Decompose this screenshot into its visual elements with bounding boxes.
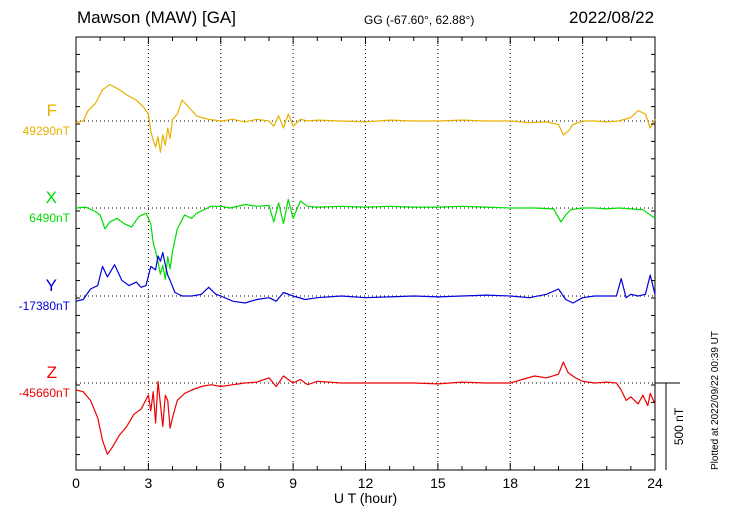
x-tick-label: 24: [647, 475, 663, 491]
x-tick-label: 6: [217, 475, 225, 491]
x-tick-label: 3: [144, 475, 152, 491]
series-line-x: [75, 198, 656, 280]
plot-timestamp-note: Plotted at 2022/09/22 00:39 UT: [710, 331, 721, 470]
x-tick-label: 12: [358, 475, 374, 491]
component-letter: Z: [46, 363, 57, 382]
trace-group: [75, 83, 656, 455]
component-baseline-value: 49290nT: [22, 124, 70, 138]
x-axis: 0 3 6 9 12 15 18 21 24 U T (hour): [72, 37, 663, 506]
component-baseline-value: 6490nT: [29, 211, 70, 225]
component-baseline-value: -45660nT: [18, 386, 70, 400]
x-tick-label: 21: [575, 475, 591, 491]
x-tick-label: 15: [430, 475, 446, 491]
component-label-x: X 6490nT: [0, 188, 70, 225]
chart-title: Mawson (MAW) [GA]: [77, 8, 236, 27]
x-tick-label: 0: [72, 475, 80, 491]
component-label-f: F 49290nT: [0, 101, 70, 138]
chart-date: 2022/08/22: [569, 8, 655, 27]
scale-bar: 500 nT: [655, 382, 686, 470]
series-line-z: [75, 361, 656, 455]
x-axis-label: U T (hour): [334, 490, 397, 506]
series-line-f: [75, 83, 656, 153]
component-baseline-value: -17380nT: [18, 299, 70, 313]
x-tick-label: 18: [502, 475, 518, 491]
series-line-y: [75, 251, 656, 304]
component-letter: F: [46, 101, 57, 120]
component-label-z: Z -45660nT: [0, 363, 70, 400]
scale-bar-label: 500 nT: [672, 407, 686, 445]
station-coordinates: GG (-67.60°, 62.88°): [364, 13, 475, 27]
x-tick-label: 9: [289, 475, 297, 491]
component-label-y: Y -17380nT: [0, 276, 70, 313]
component-letter: Y: [45, 276, 57, 295]
component-letter: X: [45, 188, 57, 207]
